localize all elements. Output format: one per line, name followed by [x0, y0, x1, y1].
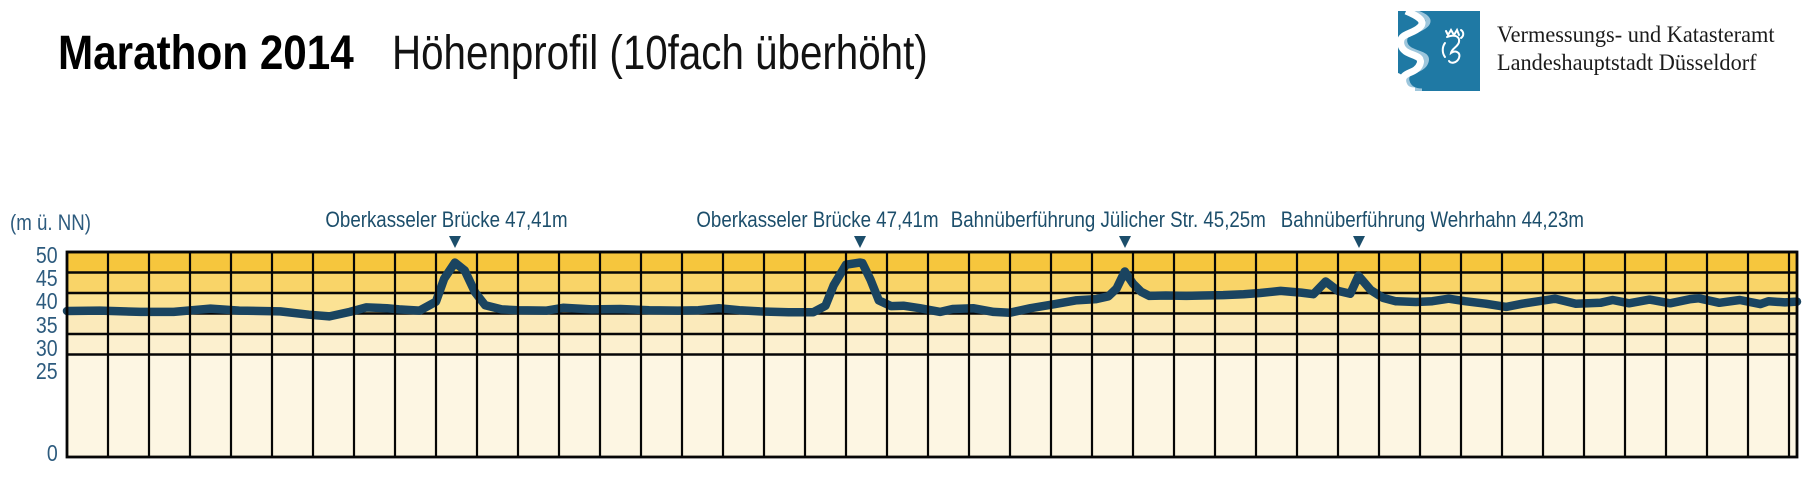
duesseldorf-logo	[1397, 7, 1480, 95]
y-tick-label: 45	[0, 265, 58, 291]
lion-emblem-icon	[1441, 27, 1465, 64]
marker-triangle-icon	[1118, 236, 1131, 248]
marker-triangle-icon	[448, 236, 461, 248]
logo-org-name: Vermessungs- und Katasteramt Landeshaupt…	[1497, 21, 1775, 77]
annotation-text: Bahnüberführung Wehrhahn 44,23m	[1280, 207, 1584, 232]
y-tick-label: 35	[0, 312, 58, 338]
logo-org-line2: Landeshauptstadt Düsseldorf	[1497, 50, 1757, 75]
y-tick-value: 50	[36, 242, 58, 268]
annotation-text: Oberkasseler Brücke 47,41m	[695, 207, 939, 232]
y-tick-value: 30	[36, 335, 58, 361]
y-tick-label: 30	[0, 335, 58, 361]
annotation-label: Oberkasseler Brücke 47,41m	[587, 208, 1047, 232]
y-tick-label: 50	[0, 242, 58, 268]
elevation-band	[67, 272, 1797, 293]
marker-triangle-icon	[1352, 236, 1365, 248]
y-tick-label: 25	[0, 358, 58, 384]
y-tick-value: 35	[36, 312, 58, 338]
y-tick-label: 0	[0, 440, 58, 466]
y-tick-value: 25	[36, 358, 58, 384]
marker-triangle-icon	[853, 236, 866, 248]
annotation-label: Oberkasseler Brücke 47,41m	[216, 208, 676, 232]
elevation-band	[67, 354, 1797, 457]
y-tick-value: 40	[36, 288, 58, 314]
logo-org-line1: Vermessungs- und Katasteramt	[1497, 22, 1775, 47]
y-tick-label: 40	[0, 288, 58, 314]
y-axis-unit-label: (m ü. NN)	[10, 210, 92, 235]
annotation-text: Bahnüberführung Jülicher Str. 45,25m	[950, 207, 1266, 232]
elevation-band	[67, 252, 1797, 273]
elevation-profile-line	[62, 258, 1802, 321]
y-tick-value: 45	[36, 265, 58, 291]
elevation-band	[67, 313, 1797, 334]
rhine-wave-lion-icon	[1397, 7, 1480, 95]
page-title: Marathon 2014	[58, 27, 354, 80]
annotation-label: Bahnüberführung Jülicher Str. 45,25m	[878, 208, 1338, 232]
annotation-label: Bahnüberführung Wehrhahn 44,23m	[1202, 208, 1662, 232]
elevation-band	[67, 334, 1797, 355]
page-subtitle: Höhenprofil (10fach überhöht)	[392, 27, 928, 80]
y-tick-value: 0	[47, 440, 58, 466]
plot-border	[65, 250, 1799, 459]
annotation-text: Oberkasseler Brücke 47,41m	[324, 207, 568, 232]
